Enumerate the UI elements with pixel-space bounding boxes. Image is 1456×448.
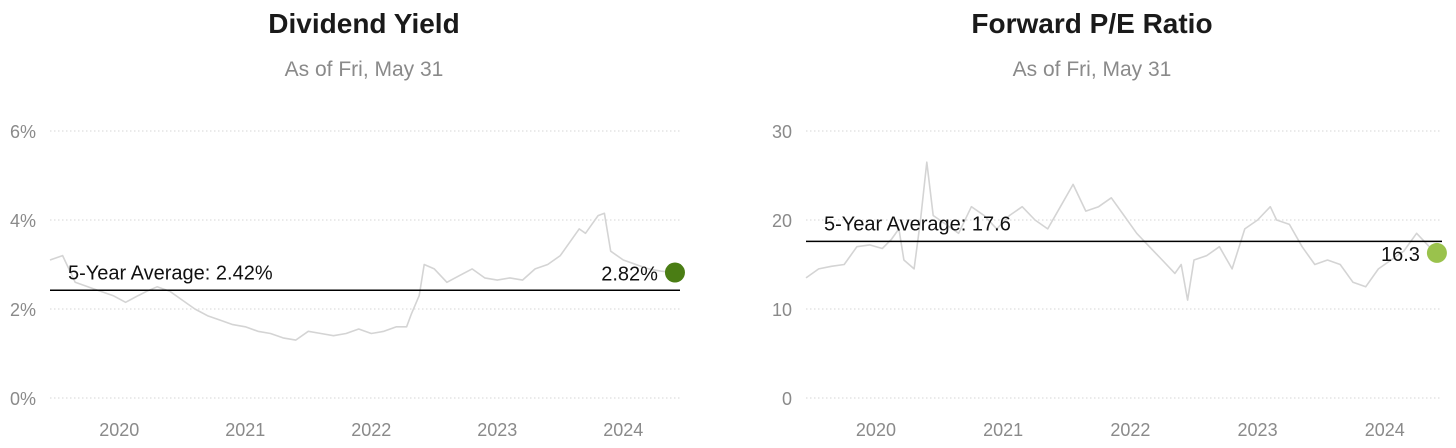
dividend-yield-chart: 0% 2% 4% 6% 2020 2021 2022 2023 2024 5-Year Avera… [10,122,685,440]
y-tick-label: 0% [10,389,36,409]
series-line [805,161,1438,301]
x-tick-label: 2021 [225,420,265,440]
x-tick-label: 2024 [603,420,643,440]
y-tick-label: 6% [10,122,36,142]
y-tick-label: 10 [772,300,792,320]
chart-title: Dividend Yield [268,8,460,39]
latest-value-label: 2.82% [601,264,658,286]
x-tick-label: 2023 [1238,420,1278,440]
x-tick-label: 2020 [99,420,139,440]
x-tick-label: 2022 [351,420,391,440]
latest-value-marker [1426,242,1447,263]
forward-pe-panel: Forward P/E Ratio As of Fri, May 31 0 10 2… [728,0,1456,448]
chart-subtitle: As of Fri, May 31 [1012,58,1172,81]
average-label: 5-Year Average: 2.42% [68,262,273,284]
x-tick-label: 2024 [1365,420,1405,440]
x-tick-label: 2023 [477,420,517,440]
dividend-yield-panel: Dividend Yield As of Fri, May 31 0% 2% 4% 6… [10,8,685,440]
average-label: 5-Year Average: 17.6 [824,213,1011,235]
latest-value-label: 16.3 [1381,244,1420,266]
y-tick-label: 30 [772,122,792,142]
forward-pe-chart: 0 10 20 30 2020 2021 2022 2023 2024 5-Year Averag… [772,122,1447,440]
y-tick-label: 0 [782,389,792,409]
series-line [49,212,676,341]
x-tick-label: 2020 [856,420,896,440]
chart-title: Forward P/E Ratio [971,8,1213,39]
x-tick-label: 2021 [983,420,1023,440]
chart-subtitle: As of Fri, May 31 [284,58,444,81]
y-tick-label: 4% [10,211,36,231]
y-tick-label: 2% [10,300,36,320]
x-tick-label: 2022 [1110,420,1150,440]
y-tick-label: 20 [772,211,792,231]
latest-value-marker [664,262,685,283]
